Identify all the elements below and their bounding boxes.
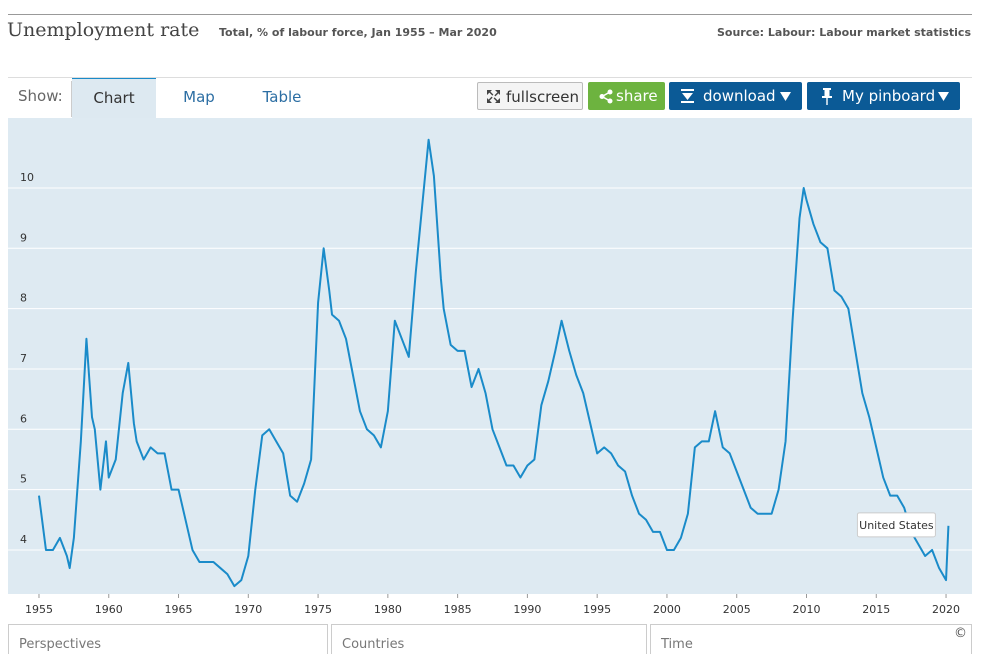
chart: 4 5 6 7 8 9 10 1955 1960 1965 1970 1975 1980 1985 1990…	[8, 118, 972, 616]
download-button[interactable]: download	[669, 82, 802, 110]
tooltip-box	[856, 512, 936, 538]
pin-icon	[822, 88, 832, 105]
share-icon	[599, 89, 613, 104]
x-tick-label: 1995	[583, 603, 611, 616]
show-label: Show:	[18, 87, 63, 105]
copyright: ©	[954, 626, 967, 641]
x-tick-label: 2000	[653, 603, 681, 616]
download-icon	[681, 89, 694, 103]
plot-background	[8, 118, 972, 594]
x-tick-label: 1985	[444, 603, 472, 616]
y-tick-label: 6	[20, 412, 27, 425]
tooltip-label: United States	[859, 519, 934, 532]
dropdown-arrow	[780, 92, 791, 101]
x-tick-label: 1980	[374, 603, 402, 616]
x-tick-label: 2020	[932, 603, 960, 616]
button-label: My pinboard	[842, 87, 936, 105]
y-tick-label: 9	[20, 231, 27, 244]
y-tick-label: 7	[20, 352, 27, 365]
button-label: download	[703, 87, 776, 105]
x-tick-label: 2010	[792, 603, 820, 616]
x-tick-label: 2005	[723, 603, 751, 616]
fullscreen-button[interactable]: fullscreen	[477, 82, 583, 110]
x-tick-label: 1990	[513, 603, 541, 616]
x-tick-label: 1970	[234, 603, 262, 616]
share-button[interactable]: share	[588, 82, 665, 110]
button-label: share	[616, 87, 658, 105]
y-tick-label: 10	[20, 171, 34, 184]
source: Source: Labour: Labour market statistics	[716, 26, 971, 39]
y-tick-label: 5	[20, 473, 27, 486]
x-tick-label: 1955	[25, 603, 53, 616]
panel[interactable]: Time	[650, 624, 972, 654]
x-tick-label: 1960	[95, 603, 123, 616]
subtitle: Total, % of labour force, Jan 1955 – Mar…	[219, 26, 497, 39]
tab-table[interactable]: Table	[262, 88, 302, 106]
button-label: fullscreen	[506, 88, 579, 106]
tab-chart[interactable]: Chart	[72, 78, 156, 118]
separator	[71, 81, 72, 117]
pinboard-button[interactable]: My pinboard	[807, 82, 960, 110]
panel[interactable]: Countries	[331, 624, 647, 654]
fullscreen-icon	[487, 90, 500, 103]
x-tick-label: 1965	[165, 603, 193, 616]
y-tick-label: 4	[20, 533, 27, 546]
tab-map[interactable]: Map	[183, 88, 215, 106]
series-line	[37, 138, 950, 588]
y-tick-label: 8	[20, 292, 27, 305]
panel[interactable]: Perspectives	[8, 624, 328, 654]
page-title: Unemployment rate	[7, 19, 200, 41]
x-tick-label: 2015	[862, 603, 890, 616]
top-rule	[8, 14, 972, 15]
dropdown-arrow	[938, 92, 949, 101]
x-tick-label: 1975	[304, 603, 332, 616]
